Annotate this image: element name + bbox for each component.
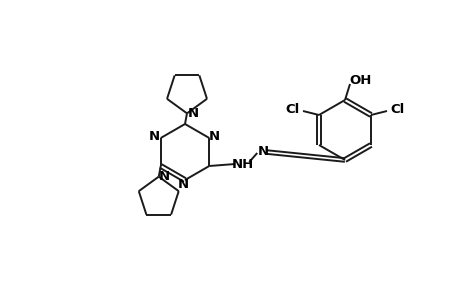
Text: Cl: Cl [390,103,404,116]
Text: NH: NH [232,158,254,170]
Text: N: N [257,145,268,158]
Text: OH: OH [349,74,371,86]
Text: Cl: Cl [284,103,298,116]
Text: N: N [159,170,170,183]
Text: N: N [187,107,198,120]
Text: N: N [177,178,188,190]
Text: N: N [208,130,219,142]
Text: N: N [149,130,160,142]
